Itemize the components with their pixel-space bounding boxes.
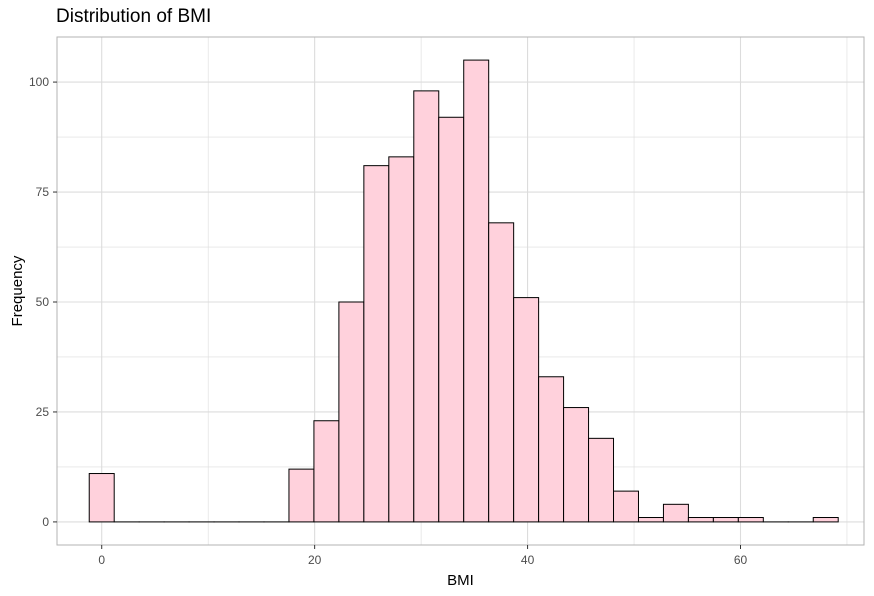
histogram-bar (338, 301, 365, 523)
y-tick-label: 100 (29, 75, 49, 89)
histogram-bar (812, 517, 839, 523)
x-axis-title: BMI (447, 572, 474, 589)
histogram-bar (563, 407, 590, 523)
histogram-bar (313, 420, 340, 523)
histogram-bar (662, 503, 689, 523)
histogram-bar (513, 297, 540, 523)
histogram-bar (687, 517, 714, 523)
histogram-bar (538, 376, 565, 523)
histogram-bar (363, 165, 390, 523)
x-axis-ticks: 0 20 40 60 (98, 545, 747, 567)
y-tick-label: 50 (36, 295, 50, 309)
y-axis-title: Frequency (9, 255, 26, 326)
histogram-bar (438, 116, 465, 523)
histogram-bar (463, 59, 490, 523)
x-tick-label: 40 (521, 553, 535, 567)
x-tick-label: 0 (98, 553, 105, 567)
histogram-bar (712, 517, 739, 523)
histogram-bar (588, 437, 615, 523)
histogram-bar (413, 90, 440, 523)
chart-title: Distribution of BMI (56, 6, 212, 27)
y-tick-label: 0 (42, 515, 49, 529)
y-tick-label: 75 (36, 185, 50, 199)
histogram-bar (737, 517, 764, 523)
histogram-bar (488, 222, 515, 523)
histogram-bar (288, 468, 315, 523)
histogram-bars (88, 59, 839, 523)
histogram-bar (388, 156, 415, 523)
x-tick-label: 20 (308, 553, 322, 567)
y-tick-label: 25 (36, 405, 50, 419)
histogram-bar (613, 490, 639, 523)
histogram-bar (637, 517, 664, 523)
y-axis-ticks: 0 25 50 75 100 (29, 75, 57, 529)
histogram-bar (88, 473, 115, 523)
x-tick-label: 60 (734, 553, 748, 567)
panel-border (56, 36, 865, 546)
